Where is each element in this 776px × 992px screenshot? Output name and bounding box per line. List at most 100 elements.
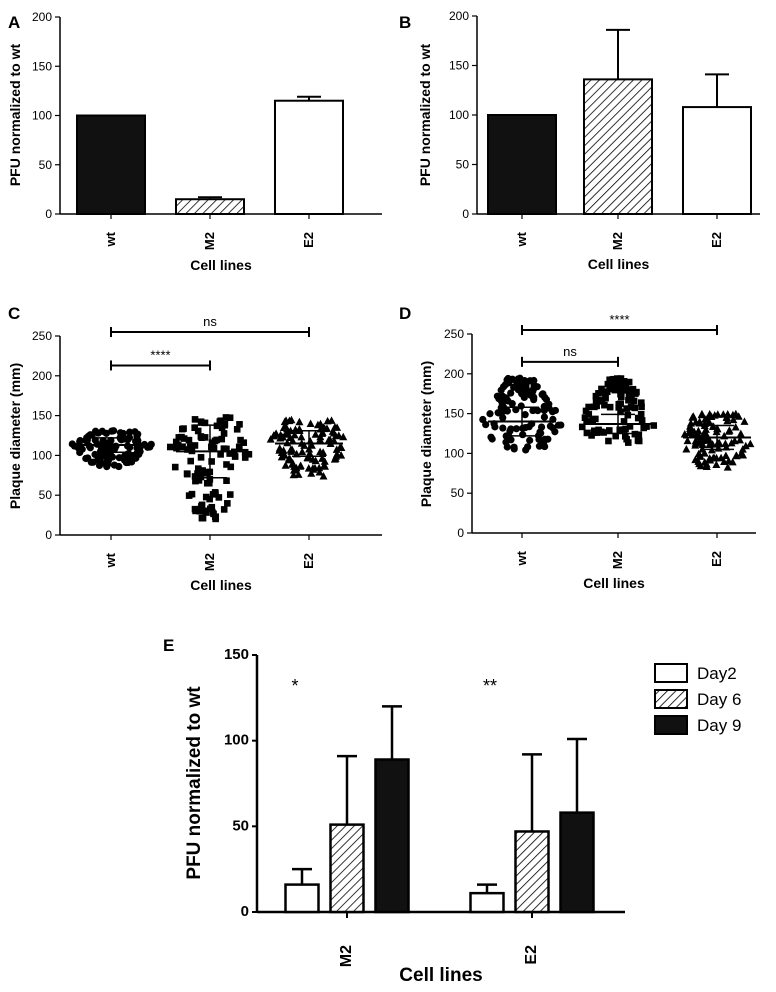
data-point: [683, 436, 692, 445]
y-tick-label: 50: [39, 158, 53, 172]
data-point: [108, 453, 117, 461]
data-point: [633, 388, 640, 396]
data-point: [315, 468, 324, 476]
data-point: [486, 410, 494, 418]
x-axis-label: Cell lines: [399, 965, 482, 986]
data-point: [520, 377, 529, 385]
data-point: [83, 436, 91, 444]
data-point: [295, 417, 304, 426]
bar: [583, 78, 653, 215]
y-tick-label: 250: [32, 329, 52, 343]
data-point: [581, 414, 589, 422]
chart-panel-c: 0 50 100 150 200 250 Plaque diameter (mm) Cell …: [7, 304, 382, 593]
data-point: [694, 438, 703, 447]
data-point: [549, 424, 557, 432]
chart-panel-b: 0 50 100 150 200 PFU normalized to wt Cell lin…: [399, 9, 760, 272]
data-point: [695, 452, 704, 460]
data-point: [643, 423, 650, 430]
data-point: [226, 450, 233, 457]
data-point: [337, 443, 346, 452]
y-tick-label: 150: [444, 407, 464, 421]
data-point: [637, 410, 645, 418]
data-point: [605, 427, 613, 434]
data-point: [602, 388, 609, 395]
data-point: [499, 408, 507, 416]
data-point: [296, 462, 305, 470]
data-point: [307, 469, 316, 477]
chart-panel-d: 0 50 100 150 200 250 Plaque diameter (mm) Cell …: [399, 304, 756, 591]
data-point: [320, 457, 329, 465]
data-point: [223, 477, 230, 484]
data-point: [316, 435, 325, 444]
data-point: [590, 427, 598, 435]
data-point: [231, 453, 239, 460]
data-point: [696, 461, 705, 470]
legend-label: Day2: [697, 664, 737, 683]
bar: [469, 891, 505, 914]
data-point: [615, 402, 623, 410]
data-point: [710, 411, 719, 419]
data-point: [620, 418, 628, 425]
data-point: [210, 444, 218, 452]
data-point: [133, 449, 141, 457]
data-point: [691, 441, 700, 449]
data-point: [115, 454, 123, 462]
data-point: [544, 435, 552, 443]
data-point: [616, 385, 623, 392]
data-point: [517, 402, 525, 410]
x-tick-label: E2: [301, 232, 316, 248]
significance-annotation: **: [483, 676, 497, 696]
data-point: [192, 477, 199, 485]
data-point: [110, 461, 119, 469]
data-point: [537, 429, 545, 437]
data-point: [195, 477, 203, 484]
data-point: [284, 455, 293, 464]
data-point: [635, 431, 643, 439]
data-point: [596, 397, 603, 404]
data-point: [184, 470, 191, 478]
y-tick-label: 50: [451, 486, 465, 500]
data-point: [211, 513, 219, 521]
data-point: [631, 404, 639, 412]
legend-swatch: [654, 663, 688, 683]
data-point: [194, 427, 202, 435]
legend-swatch: [654, 715, 688, 735]
y-tick-label: 150: [224, 646, 249, 663]
data-point: [529, 406, 537, 415]
data-point: [306, 419, 315, 428]
data-point: [119, 429, 127, 438]
y-axis-label: PFU normalized to wt: [417, 43, 433, 186]
data-point: [493, 392, 502, 400]
data-point: [197, 433, 205, 440]
data-point: [195, 468, 202, 475]
data-point: [500, 383, 508, 391]
data-point: [626, 423, 634, 430]
legend-swatch: [654, 689, 688, 709]
data-point: [331, 452, 340, 460]
data-point: [625, 378, 633, 386]
data-point: [223, 461, 230, 468]
data-point: [731, 409, 740, 418]
data-point: [541, 442, 549, 451]
data-point: [269, 431, 278, 439]
y-tick-label: 0: [457, 526, 464, 540]
data-point: [179, 443, 186, 451]
x-axis-label: Cell lines: [588, 256, 650, 272]
bar: [274, 99, 344, 215]
data-point: [723, 413, 732, 421]
legend-label: Day 9: [697, 716, 741, 735]
data-point: [526, 436, 534, 444]
data-point: [196, 507, 204, 515]
data-point: [297, 432, 306, 441]
y-tick-label: 0: [45, 207, 52, 221]
data-point: [191, 505, 199, 513]
y-tick-label: 50: [39, 488, 53, 502]
data-point: [604, 380, 612, 388]
x-tick-label: E2: [523, 945, 540, 965]
data-point: [697, 409, 706, 418]
data-point: [171, 463, 179, 471]
data-point: [298, 447, 307, 456]
data-point: [324, 435, 333, 444]
data-point: [638, 403, 645, 411]
data-point: [525, 423, 533, 431]
